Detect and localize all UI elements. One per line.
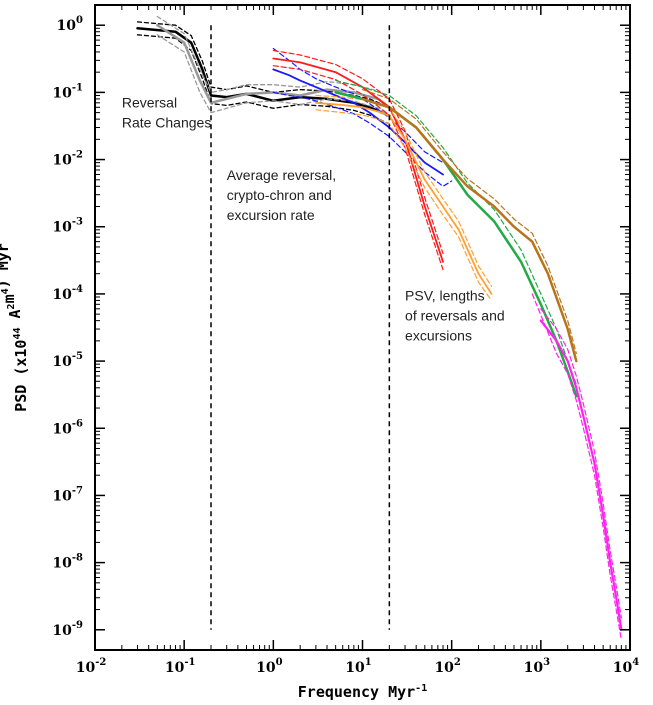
x-tick-label: 10-2 (76, 657, 107, 676)
series-line-16 (334, 91, 578, 398)
x-tick-label: 102 (434, 657, 460, 676)
y-tick-label: 10-9 (52, 620, 83, 639)
series-line-2 (136, 21, 390, 108)
y-tick-label: 10-1 (52, 82, 83, 101)
series-line-13 (315, 101, 493, 295)
series-line-8 (272, 47, 444, 164)
series-line-18 (539, 319, 623, 631)
y-axis-title: PSD (x1044 A2m4) Myr (0, 243, 30, 412)
series-line-14 (315, 94, 493, 287)
series-line-19 (540, 308, 622, 619)
axis-ticks: 10-2 10-1 100 101 102 103 104 100 10-1 10-2 10-3 10… (52, 5, 639, 676)
y-tick-label: 10-8 (52, 553, 83, 572)
series-line-21 (361, 97, 578, 363)
y-tick-label: 10-3 (52, 217, 83, 236)
annotation-1: Reversal Rate Changes (122, 94, 212, 130)
x-axis-title: Frequency Myr-1 (298, 683, 427, 701)
y-tick-label: 10-4 (52, 284, 83, 303)
x-tick-label: 100 (256, 657, 282, 676)
y-tick-label: 10-5 (52, 351, 83, 370)
y-tick-label: 100 (57, 15, 83, 34)
y-tick-label: 10-7 (52, 485, 83, 504)
series-line-4 (156, 23, 391, 109)
series-line-10 (272, 57, 444, 263)
y-tick-label: 10-2 (52, 150, 83, 169)
x-tick-label: 101 (345, 657, 371, 676)
x-tick-label: 10-1 (165, 657, 196, 676)
series-line-15 (315, 109, 493, 301)
annotation-2: Average reversal, crypto-chron and excursi… (227, 167, 336, 223)
series-line-5 (156, 15, 390, 100)
series-line-11 (272, 49, 444, 255)
x-tick-label: 103 (524, 657, 550, 676)
series-line-6 (156, 34, 390, 117)
series-layer (136, 15, 623, 641)
series-line-20 (531, 293, 622, 641)
vertical-lines (210, 25, 391, 630)
series-line-22 (361, 89, 577, 354)
annotations: Reversal Rate Changes Average reversal, cry… (122, 94, 505, 343)
series-line-3 (136, 34, 390, 125)
annotation-3: PSV, lengths of reversals and excursions (405, 287, 505, 343)
series-line-9 (272, 91, 453, 187)
series-line-12 (272, 65, 444, 271)
y-tick-label: 10-6 (52, 418, 83, 437)
x-tick-label: 104 (613, 657, 639, 676)
series-line-7 (272, 68, 444, 176)
